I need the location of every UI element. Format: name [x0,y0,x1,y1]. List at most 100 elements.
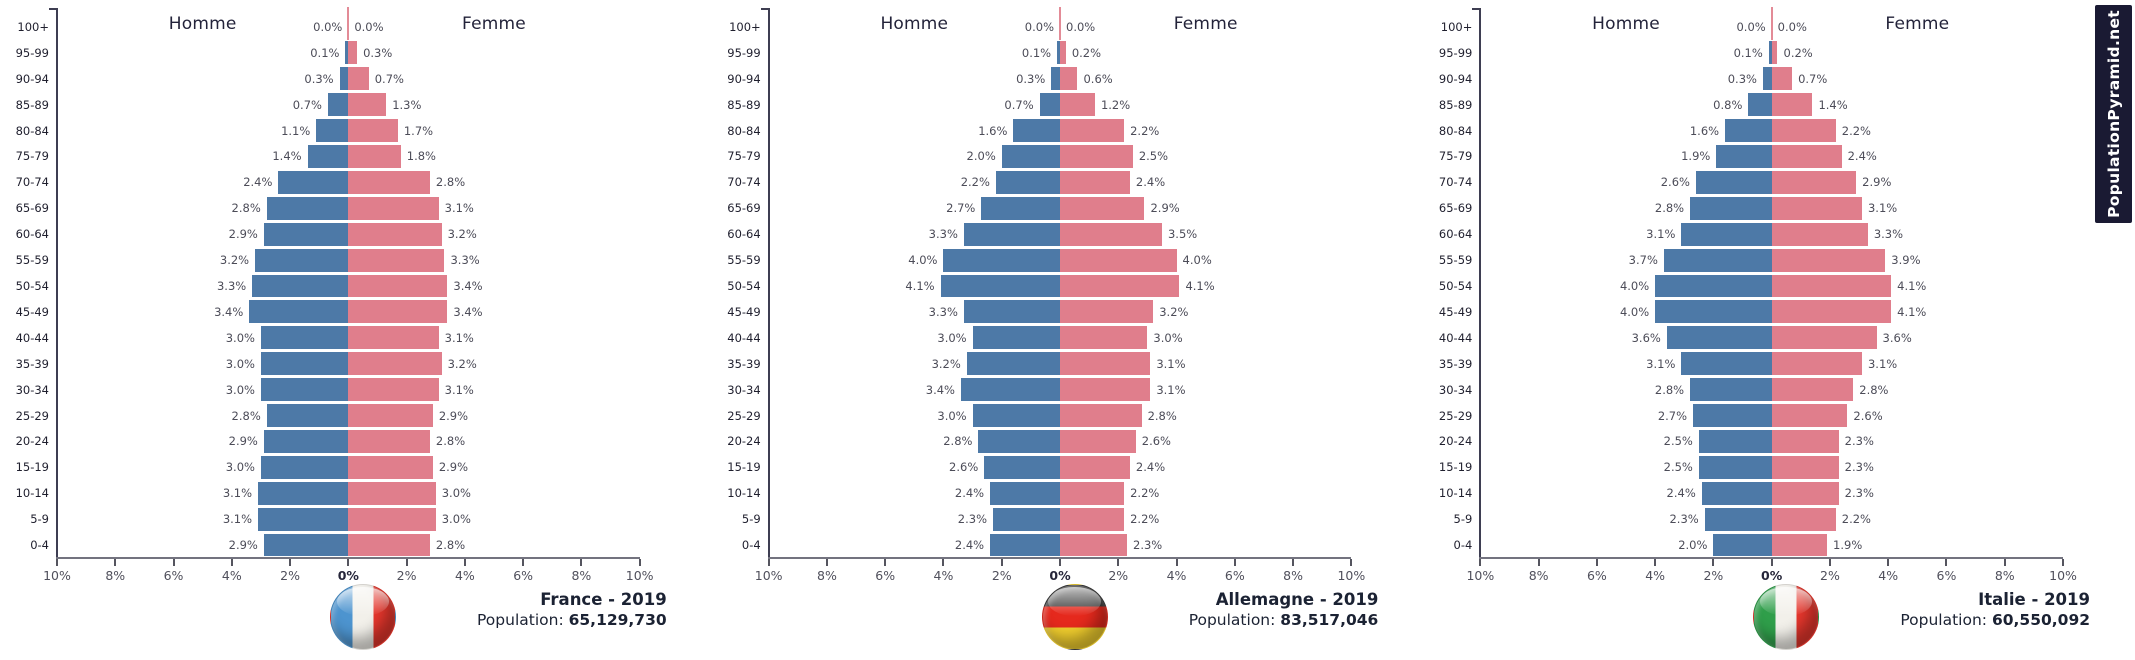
x-axis-tick [1350,559,1353,566]
female-bar [348,481,436,505]
female-value-label: 0.0% [1777,19,1807,34]
pyramid-row-65-69: 65-69 2.8% 3.1% [16,195,640,221]
age-group-label: 85-89 [15,97,49,112]
male-bar [993,507,1061,531]
male-value-label: 1.9% [1681,149,1711,164]
male-bar [978,429,1061,453]
female-bar [1060,248,1177,272]
pyramid-row-60-64: 60-64 3.1% 3.3% [1439,221,2063,247]
male-bar [252,274,349,298]
population-line: Population: 83,517,046 [1189,610,1379,630]
female-value-label: 3.1% [1867,201,1898,216]
female-value-label: 2.5% [1138,149,1169,164]
male-bar [263,533,349,557]
country-title: Allemagne - 2019 [1215,590,1379,609]
male-value-label: 2.8% [231,201,261,216]
female-bar [348,274,448,298]
pyramid-row-30-34: 30-34 2.8% 2.8% [1439,377,2063,403]
watermark-banner: PopulationPyramid.net [2095,5,2132,223]
pyramid-row-15-19: 15-19 3.0% 2.9% [16,454,640,480]
x-axis-tick [347,559,350,566]
female-bar [1771,119,1836,142]
x-axis-tick-label: 8% [1528,568,1549,583]
age-group-label: 30-34 [727,382,761,397]
male-value-label: 3.1% [222,486,253,501]
x-axis-tick [1479,559,1482,566]
x-axis-tick-label: 6% [1586,568,1607,583]
female-bar [1771,93,1813,117]
pyramid-row-20-24: 20-24 2.9% 2.8% [16,428,640,454]
chart-caption-allemagne: Allemagne - 2019 Population: 83,517,046 [1189,589,1379,631]
watermark-text: PopulationPyramid.net [2104,10,2123,218]
female-value-label: 3.0% [441,512,471,527]
female-bar [1060,145,1133,168]
age-group-label: 20-24 [1438,434,1473,449]
male-value-label: 3.7% [1628,253,1658,268]
x-axis-tick-label: 8% [1994,568,2015,583]
age-group-label: 50-54 [727,278,761,293]
male-value-label: 4.1% [905,278,935,293]
age-group-label: 15-19 [1438,460,1473,475]
male-value-label: 3.1% [1646,356,1676,371]
age-group-label: 90-94 [15,71,49,86]
female-bar [348,455,433,479]
age-group-label: 50-54 [1438,278,1473,293]
male-bar [266,196,349,220]
male-value-label: 3.3% [928,304,958,319]
pyramid-row-55-59: 55-59 3.2% 3.3% [16,247,640,273]
female-value-label: 3.0% [441,486,471,501]
female-value-label: 3.3% [450,253,480,268]
female-value-label: 2.8% [1147,408,1177,423]
female-value-label: 2.8% [435,434,466,449]
male-value-label: 2.6% [949,460,979,475]
x-axis-tick [522,559,525,566]
male-bar [255,248,349,272]
female-bar [348,429,430,453]
female-value-label: 1.7% [403,123,434,138]
male-value-label: 2.9% [228,227,258,242]
x-axis-tick-label: 8% [571,568,592,583]
female-bar [1771,67,1793,91]
male-bar [1693,404,1772,427]
female-value-label: 2.3% [1844,486,1874,501]
female-bar [1771,326,1877,350]
male-value-label: 0.3% [1016,71,1046,86]
male-bar [260,378,349,402]
male-value-label: 4.0% [908,253,938,268]
age-group-label: 0-4 [1453,538,1473,553]
pyramid-row-55-59: 55-59 4.0% 4.0% [727,247,1352,273]
age-group-label: 35-39 [1438,356,1473,371]
age-group-label: 45-49 [1438,304,1473,319]
female-bar [1060,533,1127,557]
age-group-label: 35-39 [727,356,761,371]
pyramid-chart-italie: Homme Femme 100+ 0.0% 0.0% 95-99 0.1% 0.2% 90-94… [1423,0,2135,660]
age-group-label: 45-49 [727,304,761,319]
male-bar [263,429,349,453]
female-bar [1060,196,1145,220]
female-value-label: 4.1% [1897,278,1927,293]
pyramid-row-40-44: 40-44 3.0% 3.0% [727,325,1352,351]
pyramid-row-45-49: 45-49 4.0% 4.1% [1439,299,2063,325]
pyramid-row-95-99: 95-99 0.1% 0.2% [1439,40,2063,66]
female-value-label: 4.0% [1182,253,1212,268]
male-value-label: 2.4% [1666,486,1696,501]
male-value-label: 2.7% [946,201,976,216]
age-group-label: 25-29 [15,408,49,423]
pyramid-row-20-24: 20-24 2.5% 2.3% [1439,428,2063,454]
female-value-label: 3.6% [1882,330,1912,345]
male-bar [990,481,1061,505]
pyramid-row-10-14: 10-14 2.4% 2.3% [1439,480,2063,506]
female-bar [1060,274,1180,298]
chart-caption-italie: Italie - 2019 Population: 60,550,092 [1900,589,2090,631]
male-value-label: 2.3% [957,512,988,527]
pyramid-row-15-19: 15-19 2.5% 2.3% [1439,454,2063,480]
male-bar [339,67,349,91]
male-bar [258,481,349,505]
female-value-label: 1.4% [1818,97,1848,112]
female-bar [1060,507,1125,531]
pyramid-row-25-29: 25-29 2.7% 2.6% [1439,403,2063,429]
germany-flag-icon [1041,584,1108,650]
male-bar [1690,196,1772,220]
male-bar [943,248,1061,272]
male-value-label: 2.2% [960,175,990,190]
